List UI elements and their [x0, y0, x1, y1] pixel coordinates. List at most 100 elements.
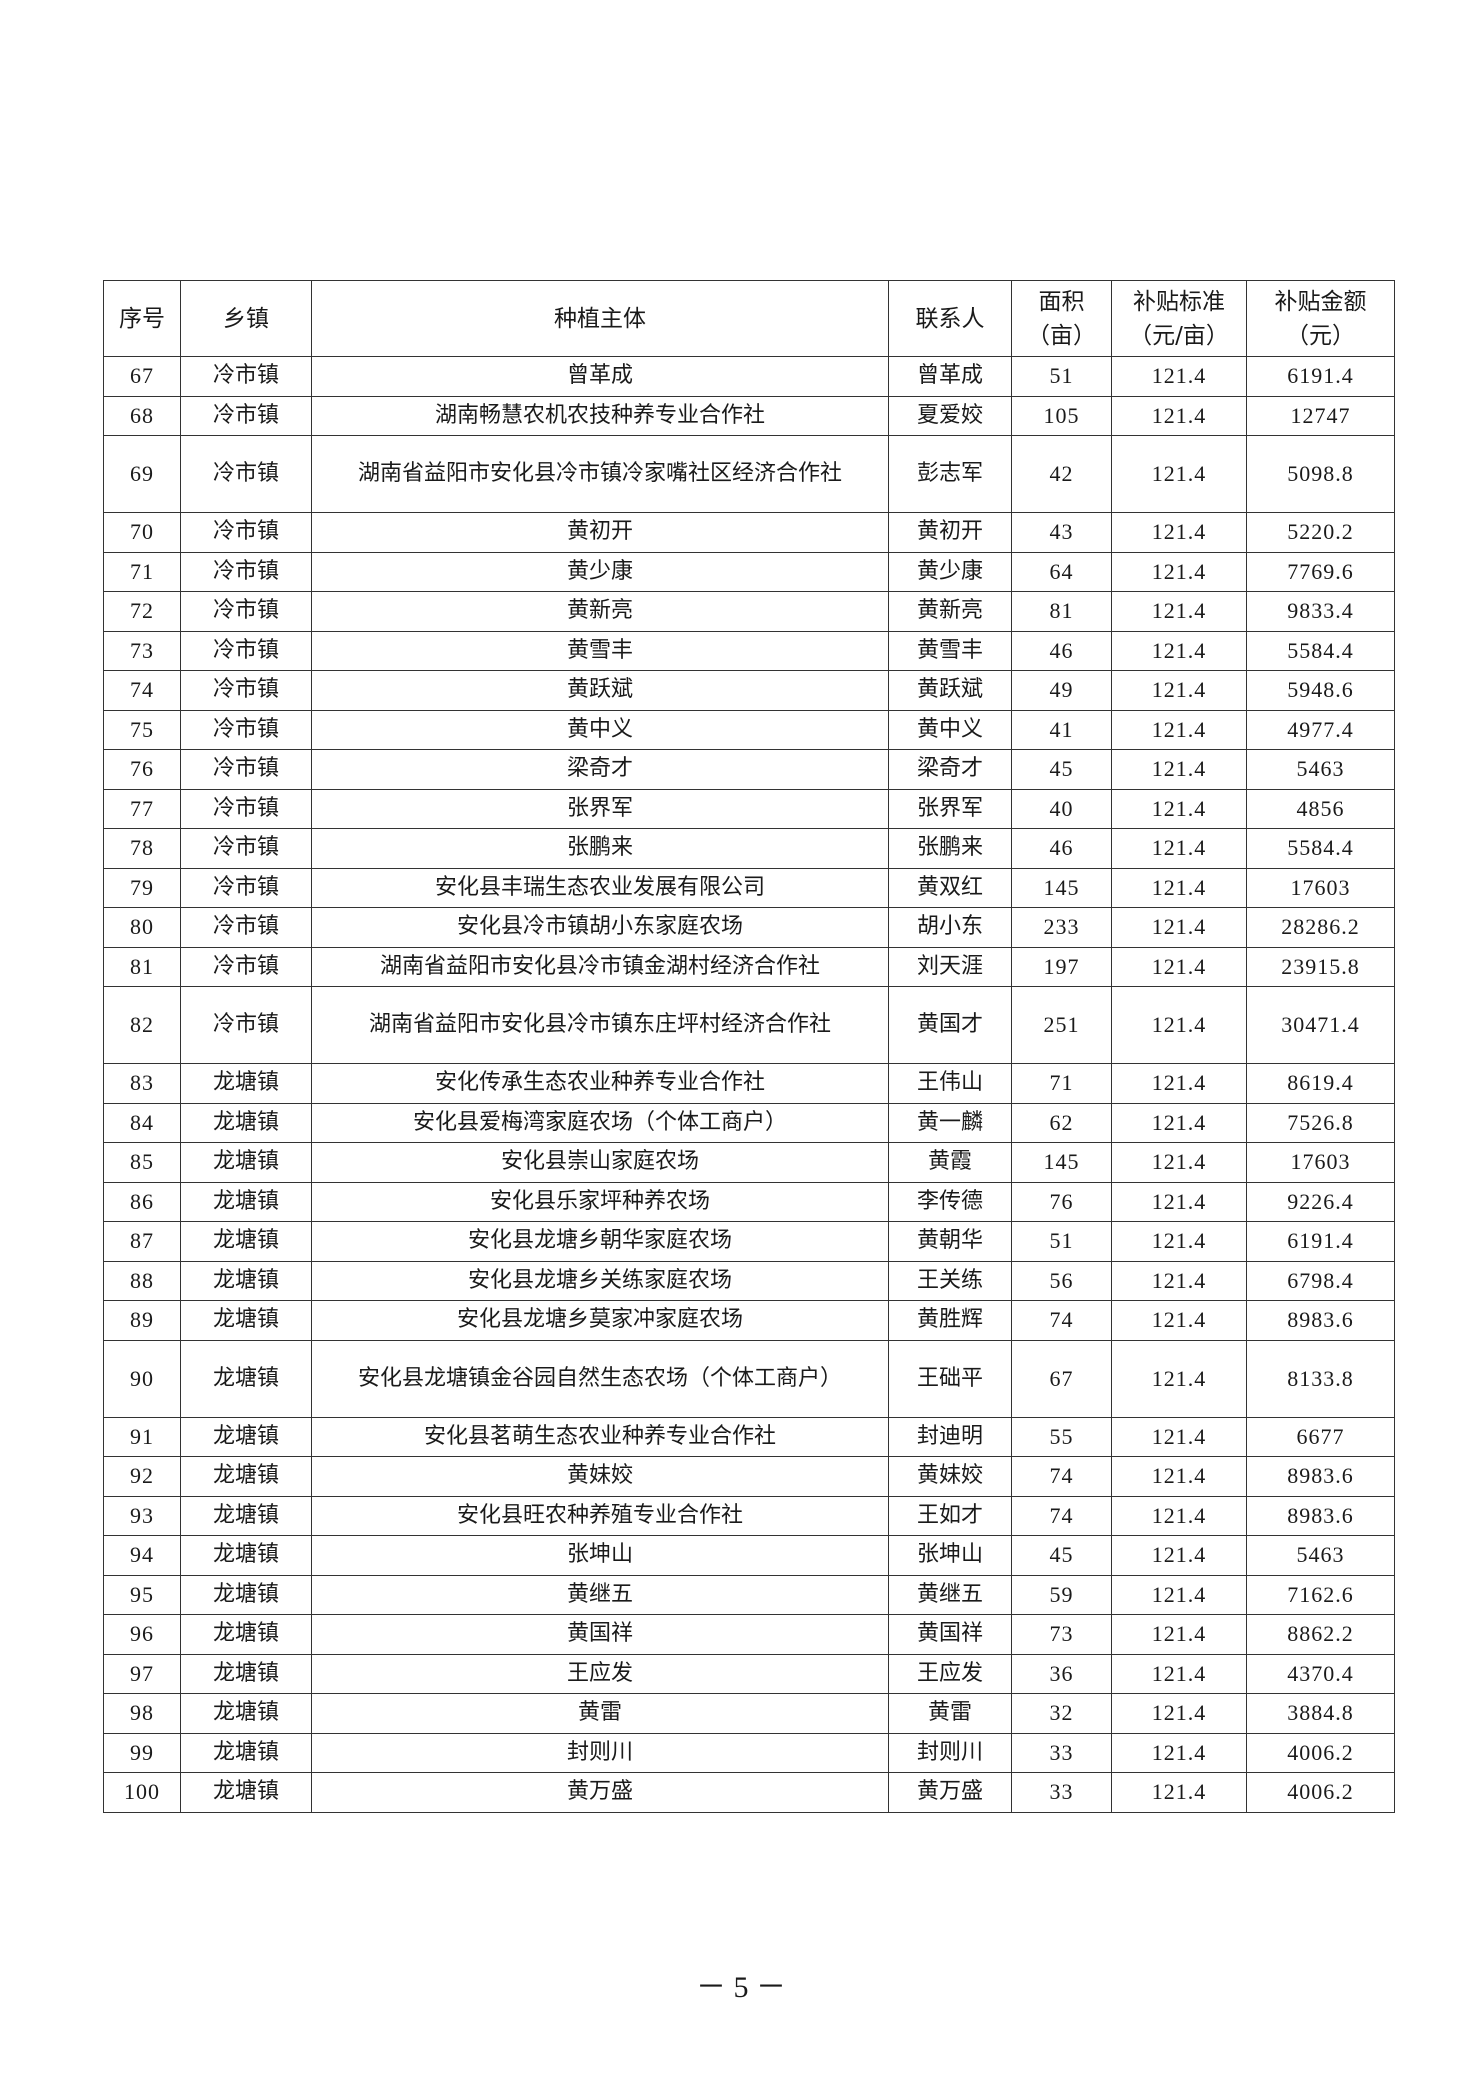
cell-index: 67: [103, 356, 181, 397]
cell-township: 冷市镇: [180, 395, 312, 436]
cell-subsidy-rate: 121.4: [1111, 907, 1247, 948]
cell-index: 97: [103, 1653, 181, 1694]
cell-grower: 封则川: [311, 1732, 889, 1773]
cell-contact: 黄朝华: [888, 1221, 1012, 1262]
cell-subsidy-amount: 7526.8: [1246, 1102, 1395, 1143]
cell-area: 41: [1011, 709, 1112, 750]
cell-area: 81: [1011, 591, 1112, 632]
cell-grower: 黄国祥: [311, 1614, 889, 1655]
cell-area: 74: [1011, 1495, 1112, 1536]
table-row: 91 龙塘镇 安化县茗萌生态农业种养专业合作社 封迪明 55 121.4 6677: [103, 1416, 1395, 1457]
cell-subsidy-rate: 121.4: [1111, 551, 1247, 592]
header-subsidy-amount: 补贴金额（元）: [1246, 280, 1395, 357]
cell-area: 145: [1011, 1142, 1112, 1183]
table-header-row: 序号 乡镇 种植主体 联系人 面积（亩） 补贴标准（元/亩） 补贴金额（元）: [103, 280, 1395, 357]
cell-subsidy-amount: 9226.4: [1246, 1181, 1395, 1222]
cell-township: 龙塘镇: [180, 1063, 312, 1104]
cell-contact: 黄雷: [888, 1693, 1012, 1734]
cell-subsidy-amount: 23915.8: [1246, 946, 1395, 987]
cell-index: 81: [103, 946, 181, 987]
cell-subsidy-amount: 8862.2: [1246, 1614, 1395, 1655]
table-row: 70 冷市镇 黄初开 黄初开 43 121.4 5220.2: [103, 512, 1395, 553]
cell-township: 龙塘镇: [180, 1653, 312, 1694]
cell-subsidy-rate: 121.4: [1111, 986, 1247, 1064]
cell-index: 80: [103, 907, 181, 948]
cell-subsidy-rate: 121.4: [1111, 630, 1247, 671]
cell-township: 龙塘镇: [180, 1102, 312, 1143]
cell-contact: 胡小东: [888, 907, 1012, 948]
cell-grower: 黄少康: [311, 551, 889, 592]
cell-area: 46: [1011, 630, 1112, 671]
cell-subsidy-rate: 121.4: [1111, 1535, 1247, 1576]
cell-area: 64: [1011, 551, 1112, 592]
cell-contact: 封迪明: [888, 1416, 1012, 1457]
cell-area: 45: [1011, 1535, 1112, 1576]
cell-township: 龙塘镇: [180, 1693, 312, 1734]
cell-index: 88: [103, 1260, 181, 1301]
cell-subsidy-amount: 8983.6: [1246, 1300, 1395, 1341]
cell-grower: 安化县龙塘乡朝华家庭农场: [311, 1221, 889, 1262]
cell-contact: 王如才: [888, 1495, 1012, 1536]
cell-contact: 王伟山: [888, 1063, 1012, 1104]
cell-grower: 黄初开: [311, 512, 889, 553]
cell-contact: 黄雪丰: [888, 630, 1012, 671]
cell-grower: 安化县龙塘乡莫家冲家庭农场: [311, 1300, 889, 1341]
cell-subsidy-amount: 3884.8: [1246, 1693, 1395, 1734]
cell-subsidy-amount: 6798.4: [1246, 1260, 1395, 1301]
cell-township: 龙塘镇: [180, 1535, 312, 1576]
cell-area: 33: [1011, 1732, 1112, 1773]
cell-subsidy-rate: 121.4: [1111, 1260, 1247, 1301]
cell-area: 71: [1011, 1063, 1112, 1104]
cell-area: 56: [1011, 1260, 1112, 1301]
cell-area: 43: [1011, 512, 1112, 553]
cell-subsidy-amount: 9833.4: [1246, 591, 1395, 632]
table-body: 67 冷市镇 曾革成 曾革成 51 121.4 6191.4 68 冷市镇 湖南畅慧农机农技种养专…: [103, 356, 1395, 1813]
header-subsidy-rate: 补贴标准（元/亩）: [1111, 280, 1247, 357]
cell-township: 龙塘镇: [180, 1142, 312, 1183]
cell-index: 70: [103, 512, 181, 553]
table-row: 88 龙塘镇 安化县龙塘乡关练家庭农场 王关练 56 121.4 6798.4: [103, 1260, 1395, 1301]
table-row: 82 冷市镇 湖南省益阳市安化县冷市镇东庄坪村经济合作社 黄国才 251 121.4 304…: [103, 986, 1395, 1064]
cell-subsidy-rate: 121.4: [1111, 1102, 1247, 1143]
cell-subsidy-rate: 121.4: [1111, 1653, 1247, 1694]
cell-area: 40: [1011, 788, 1112, 829]
cell-subsidy-rate: 121.4: [1111, 1416, 1247, 1457]
cell-subsidy-rate: 121.4: [1111, 512, 1247, 553]
table-row: 78 冷市镇 张鹏来 张鹏来 46 121.4 5584.4: [103, 828, 1395, 869]
cell-contact: 黄一麟: [888, 1102, 1012, 1143]
cell-grower: 张界军: [311, 788, 889, 829]
cell-grower: 安化县崇山家庭农场: [311, 1142, 889, 1183]
cell-grower: 湖南省益阳市安化县冷市镇东庄坪村经济合作社: [311, 986, 889, 1064]
cell-area: 33: [1011, 1772, 1112, 1813]
table-row: 68 冷市镇 湖南畅慧农机农技种养专业合作社 夏爱姣 105 121.4 12747: [103, 395, 1395, 436]
cell-area: 46: [1011, 828, 1112, 869]
cell-subsidy-amount: 12747: [1246, 395, 1395, 436]
cell-contact: 黄中义: [888, 709, 1012, 750]
cell-area: 51: [1011, 1221, 1112, 1262]
cell-subsidy-amount: 4856: [1246, 788, 1395, 829]
table-row: 96 龙塘镇 黄国祥 黄国祥 73 121.4 8862.2: [103, 1614, 1395, 1655]
cell-contact: 封则川: [888, 1732, 1012, 1773]
cell-grower: 曾革成: [311, 356, 889, 397]
table-row: 87 龙塘镇 安化县龙塘乡朝华家庭农场 黄朝华 51 121.4 6191.4: [103, 1221, 1395, 1262]
header-grower: 种植主体: [311, 280, 889, 357]
cell-grower: 黄雷: [311, 1693, 889, 1734]
cell-subsidy-rate: 121.4: [1111, 1300, 1247, 1341]
cell-subsidy-rate: 121.4: [1111, 1456, 1247, 1497]
cell-grower: 黄跃斌: [311, 670, 889, 711]
cell-grower: 安化县爱梅湾家庭农场（个体工商户）: [311, 1102, 889, 1143]
cell-index: 83: [103, 1063, 181, 1104]
table-row: 98 龙塘镇 黄雷 黄雷 32 121.4 3884.8: [103, 1693, 1395, 1734]
cell-township: 冷市镇: [180, 828, 312, 869]
cell-subsidy-rate: 121.4: [1111, 1693, 1247, 1734]
cell-subsidy-rate: 121.4: [1111, 709, 1247, 750]
cell-grower: 黄万盛: [311, 1772, 889, 1813]
cell-township: 龙塘镇: [180, 1300, 312, 1341]
cell-subsidy-amount: 17603: [1246, 1142, 1395, 1183]
cell-subsidy-rate: 121.4: [1111, 1614, 1247, 1655]
cell-subsidy-amount: 5584.4: [1246, 630, 1395, 671]
table-row: 95 龙塘镇 黄继五 黄继五 59 121.4 7162.6: [103, 1574, 1395, 1615]
table-row: 83 龙塘镇 安化传承生态农业种养专业合作社 王伟山 71 121.4 8619.4: [103, 1063, 1395, 1104]
cell-area: 42: [1011, 435, 1112, 513]
table-row: 72 冷市镇 黄新亮 黄新亮 81 121.4 9833.4: [103, 591, 1395, 632]
